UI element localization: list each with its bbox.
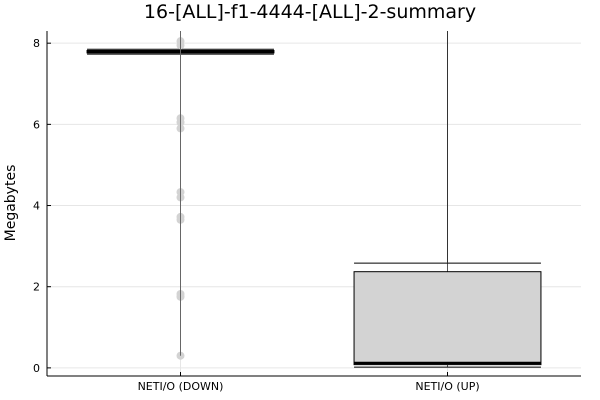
chart-title: 16-[ALL]-f1-4444-[ALL]-2-summary [144,1,476,23]
axes [46,31,581,377]
boxes [86,31,542,368]
y-tick-label: 4 [33,200,40,213]
x-axis-ticks: NETI/O (DOWN) NETI/O (UP) [138,372,480,393]
y-tick-label: 2 [33,281,40,294]
y-tick-label: 0 [33,362,40,375]
box-body [353,271,542,366]
x-tick-label: NETI/O (DOWN) [138,380,224,393]
y-tick-label: 8 [33,37,40,50]
box-group [353,262,542,368]
y-tick-label: 6 [33,118,40,131]
y-axis-label: Megabytes [3,165,19,242]
y-axis-ticks: 0 2 4 6 8 [33,37,51,375]
x-tick-label: NETI/O (UP) [415,380,479,393]
